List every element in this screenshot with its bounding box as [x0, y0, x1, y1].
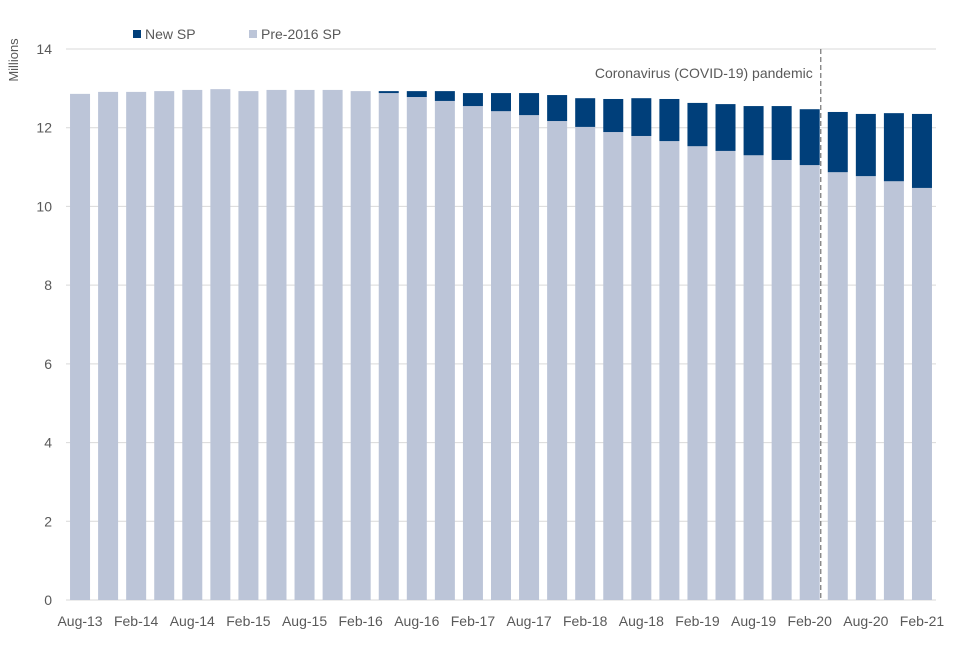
legend-swatch-new-sp [133, 30, 141, 38]
bar-new-sp [659, 98, 680, 142]
x-tick-label: Aug-15 [282, 613, 327, 629]
pandemic-annotation: Coronavirus (COVID-19) pandemic [595, 65, 813, 81]
x-tick-label: Feb-19 [675, 613, 720, 629]
bar-new-sp [743, 106, 764, 156]
x-tick-label: Feb-14 [114, 613, 159, 629]
bar-pre-2016-sp [406, 97, 427, 600]
legend-label-pre-2016-sp: Pre-2016 SP [261, 26, 341, 42]
x-tick-label: Feb-16 [338, 613, 383, 629]
x-tick-label: Aug-14 [170, 613, 215, 629]
bar-new-sp [771, 106, 792, 160]
bar-pre-2016-sp [378, 93, 399, 600]
y-tick-label: 12 [36, 120, 52, 136]
legend: New SP Pre-2016 SP [133, 26, 341, 42]
bar-pre-2016-sp [98, 91, 119, 600]
bar-new-sp [799, 109, 820, 166]
bar-new-sp [715, 104, 736, 151]
bar-pre-2016-sp [210, 89, 231, 600]
bar-new-sp [547, 95, 568, 122]
y-tick-label: 14 [36, 41, 52, 57]
bar-pre-2016-sp [294, 89, 315, 600]
bar-pre-2016-sp [827, 172, 848, 600]
y-axis-labels: 0 2 4 6 8 10 12 14 [36, 41, 52, 608]
bar-new-sp [631, 98, 652, 136]
bar-pre-2016-sp [519, 115, 540, 601]
bar-new-sp [603, 98, 624, 133]
bar-pre-2016-sp [322, 89, 343, 600]
bar-pre-2016-sp [771, 159, 792, 601]
bar-pre-2016-sp [799, 165, 820, 600]
x-tick-label: Feb-18 [563, 613, 608, 629]
y-tick-label: 2 [44, 513, 52, 529]
y-tick-label: 10 [36, 198, 52, 214]
bar-pre-2016-sp [154, 91, 175, 600]
bar-new-sp [575, 98, 596, 127]
bar-new-sp [687, 102, 708, 147]
x-tick-label: Feb-20 [788, 613, 833, 629]
bar-pre-2016-sp [547, 121, 568, 601]
bar-new-sp [491, 93, 511, 112]
bar-pre-2016-sp [883, 181, 904, 601]
bar-new-sp [827, 111, 848, 173]
bar-pre-2016-sp [491, 111, 511, 600]
bar-new-sp [883, 113, 904, 182]
bar-pre-2016-sp [126, 91, 147, 600]
bar-pre-2016-sp [715, 150, 736, 600]
bar-new-sp [378, 91, 399, 94]
bar-pre-2016-sp [855, 176, 876, 600]
bar-pre-2016-sp [631, 135, 652, 600]
bar-new-sp [434, 91, 455, 101]
x-tick-label: Feb-15 [226, 613, 271, 629]
bar-new-sp [855, 113, 876, 177]
x-tick-label: Aug-18 [619, 613, 664, 629]
bar-new-sp [911, 113, 932, 188]
bar-new-sp [519, 93, 540, 116]
x-tick-label: Feb-17 [451, 613, 496, 629]
bar-pre-2016-sp [659, 141, 680, 601]
bar-new-sp [462, 93, 483, 107]
x-tick-label: Aug-13 [57, 613, 102, 629]
bar-pre-2016-sp [182, 89, 203, 600]
bar-pre-2016-sp [70, 93, 91, 601]
x-tick-label: Feb-21 [900, 613, 945, 629]
y-axis-title: Millions [6, 38, 21, 82]
y-tick-label: 0 [44, 592, 52, 608]
y-tick-label: 6 [44, 356, 52, 372]
bar-pre-2016-sp [462, 106, 483, 600]
x-tick-label: Aug-20 [843, 613, 888, 629]
x-tick-label: Aug-16 [394, 613, 439, 629]
bar-pre-2016-sp [743, 155, 764, 600]
bars [70, 89, 932, 601]
bar-pre-2016-sp [575, 126, 596, 601]
y-tick-label: 4 [44, 435, 52, 451]
y-tick-label: 8 [44, 277, 52, 293]
bar-new-sp [406, 91, 427, 98]
legend-swatch-pre-2016-sp [249, 30, 257, 38]
x-tick-label: Aug-17 [506, 613, 551, 629]
bar-pre-2016-sp [350, 91, 371, 600]
bar-pre-2016-sp [238, 91, 259, 600]
bar-pre-2016-sp [911, 187, 932, 600]
legend-label-new-sp: New SP [145, 26, 196, 42]
bar-pre-2016-sp [266, 89, 287, 600]
bar-pre-2016-sp [434, 100, 455, 601]
x-tick-label: Aug-19 [731, 613, 776, 629]
x-axis-labels: Aug-13 Feb-14 Aug-14 Feb-15 Aug-15 Feb-16 Aug-… [57, 613, 944, 629]
bar-pre-2016-sp [603, 132, 624, 600]
bar-pre-2016-sp [687, 146, 708, 600]
